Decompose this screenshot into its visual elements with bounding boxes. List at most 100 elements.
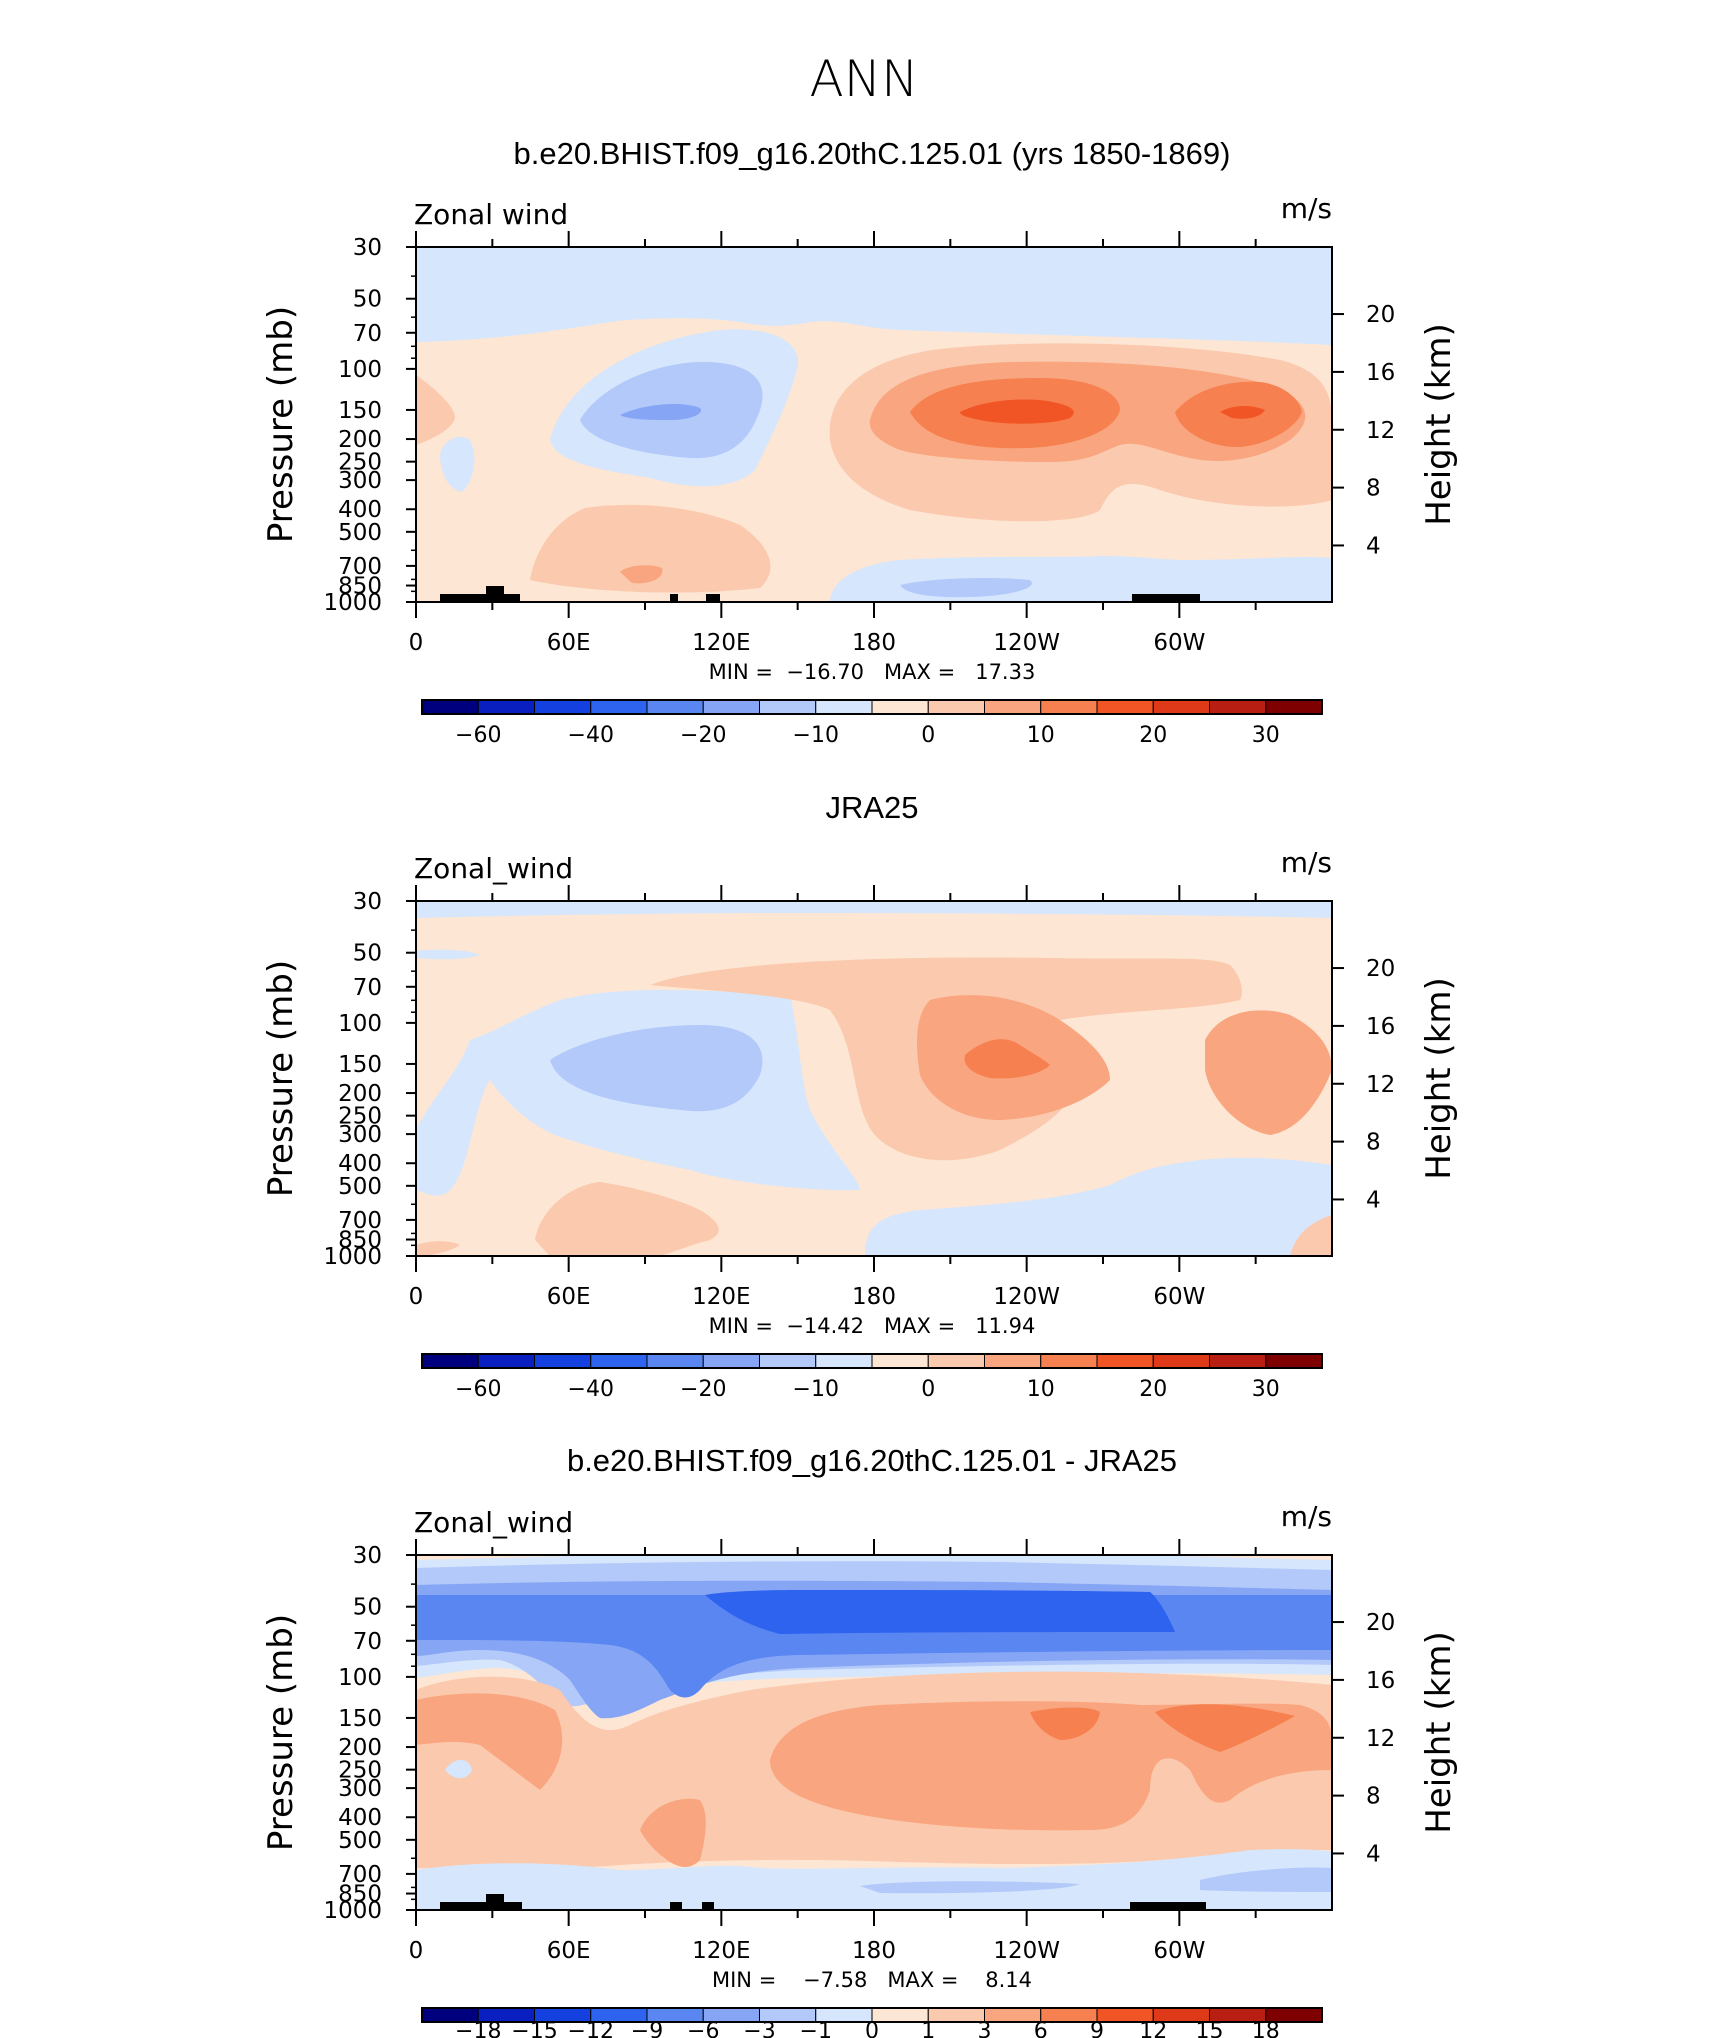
panel-2-west-neg-sliver bbox=[416, 949, 480, 960]
height-tick-label: 8 bbox=[1366, 1784, 1381, 1810]
pressure-tick-label: 250 bbox=[338, 1758, 382, 1784]
colorbar-label: −20 bbox=[680, 1377, 726, 1402]
panel-2-stats: MIN = −14.42 MAX = 11.94 bbox=[709, 1314, 1036, 1338]
panel-3-topography-block bbox=[440, 1902, 522, 1910]
colorbar-swatch bbox=[871, 2007, 929, 2023]
panel-1-pos-jet-core-east bbox=[1220, 406, 1265, 419]
colorbar-label: −6 bbox=[687, 2019, 719, 2038]
lon-tick-label: 60E bbox=[547, 1938, 591, 1964]
lon-tick-label: 60E bbox=[547, 1284, 591, 1310]
pressure-tick-label: 100 bbox=[338, 1665, 382, 1691]
panel-1-west-neg-blob bbox=[440, 436, 475, 492]
pressure-tick-label: 850 bbox=[338, 1228, 382, 1254]
lon-tick-label: 180 bbox=[852, 1938, 896, 1964]
panel-3-topography-block bbox=[702, 1902, 714, 1910]
pressure-tick-label: 700 bbox=[338, 554, 382, 580]
pressure-tick-label: 100 bbox=[338, 357, 382, 383]
panel-3-lower-neg-region bbox=[416, 1849, 1332, 1910]
colorbar-swatch bbox=[871, 1353, 929, 1369]
pressure-tick-label: 200 bbox=[338, 427, 382, 453]
panel-3-topography-block bbox=[1130, 1902, 1206, 1910]
colorbar-swatch bbox=[1209, 1353, 1267, 1369]
colorbar-swatch bbox=[421, 1353, 479, 1369]
lon-tick-label: 120W bbox=[993, 1938, 1060, 1964]
y2-axis-title: Height (km) bbox=[1419, 1631, 1459, 1834]
pressure-tick-label: 200 bbox=[338, 1735, 382, 1761]
colorbar-label: −40 bbox=[568, 1377, 614, 1402]
colorbar-label: 0 bbox=[921, 723, 935, 748]
colorbar-swatch bbox=[477, 1353, 535, 1369]
colorbar-swatch bbox=[927, 699, 985, 715]
pressure-tick-label: 700 bbox=[338, 1862, 382, 1888]
lon-tick-label: 180 bbox=[852, 630, 896, 656]
panel-3-contour-field bbox=[416, 1555, 1332, 1910]
colorbar-swatch bbox=[984, 1353, 1042, 1369]
panel-1-contour-field bbox=[416, 247, 1332, 602]
pressure-tick-label: 50 bbox=[353, 941, 382, 967]
panel-2-neg-region-core bbox=[550, 1025, 763, 1112]
colorbar-swatch bbox=[590, 1353, 648, 1369]
colorbar-label: 9 bbox=[1090, 2019, 1104, 2038]
pressure-tick-label: 30 bbox=[353, 235, 382, 261]
panel-1-topography-block bbox=[1132, 594, 1200, 602]
colorbar-swatch bbox=[646, 699, 704, 715]
panel-2-title: JRA25 bbox=[825, 790, 918, 825]
pressure-tick-label: 300 bbox=[338, 1122, 382, 1148]
pressure-tick-label: 850 bbox=[338, 574, 382, 600]
height-tick-label: 12 bbox=[1366, 1072, 1395, 1098]
panel-1-topography bbox=[440, 586, 1200, 602]
pressure-tick-label: 1000 bbox=[323, 590, 382, 616]
panel-2-lower-west-pos bbox=[416, 1241, 460, 1256]
panel-3-west-neg-blob bbox=[445, 1759, 472, 1779]
pressure-tick-label: 70 bbox=[353, 321, 382, 347]
pressure-tick-label: 400 bbox=[338, 497, 382, 523]
panel-3: b.e20.BHIST.f09_g16.20thC.125.01 - JRA25… bbox=[261, 1443, 1459, 2038]
colorbar-swatch bbox=[1096, 1353, 1154, 1369]
colorbar-frame bbox=[421, 699, 1323, 715]
pressure-tick-label: 250 bbox=[338, 450, 382, 476]
height-tick-label: 4 bbox=[1366, 1841, 1381, 1867]
colorbar-swatch bbox=[646, 1353, 704, 1369]
panel-1-west-pos-blob bbox=[416, 375, 455, 445]
panel-1-topography-block bbox=[486, 586, 504, 602]
colorbar-label: −9 bbox=[631, 2019, 663, 2038]
height-tick-label: 12 bbox=[1366, 418, 1395, 444]
colorbar-label: −40 bbox=[568, 723, 614, 748]
panel-1-title: b.e20.BHIST.f09_g16.20thC.125.01 (yrs 18… bbox=[514, 136, 1231, 171]
colorbar-swatch bbox=[815, 699, 873, 715]
colorbar-label: −18 bbox=[455, 2019, 501, 2038]
panel-1: b.e20.BHIST.f09_g16.20thC.125.01 (yrs 18… bbox=[261, 136, 1459, 748]
colorbar-swatch bbox=[1265, 1353, 1323, 1369]
panel-3-topography-block bbox=[670, 1902, 682, 1910]
panel-1-topography-block bbox=[440, 594, 520, 602]
colorbar-label: 10 bbox=[1027, 723, 1055, 748]
pressure-tick-label: 300 bbox=[338, 468, 382, 494]
panel-3-upper-neg-core bbox=[705, 1590, 1175, 1634]
colorbar-label: −60 bbox=[455, 1377, 501, 1402]
pressure-tick-label: 100 bbox=[338, 1011, 382, 1037]
pressure-tick-label: 150 bbox=[338, 1052, 382, 1078]
height-tick-label: 8 bbox=[1366, 476, 1381, 502]
panel-3-variable-label: Zonal_wind bbox=[414, 1506, 573, 1539]
lon-tick-label: 0 bbox=[409, 1284, 424, 1310]
colorbar-label: 30 bbox=[1252, 723, 1280, 748]
pressure-tick-label: 200 bbox=[338, 1081, 382, 1107]
panel-1-lower-pos-region bbox=[530, 504, 771, 593]
colorbar-swatch bbox=[421, 699, 479, 715]
pressure-tick-label: 1000 bbox=[323, 1898, 382, 1924]
panel-1-stratosphere-band bbox=[416, 247, 1332, 345]
panel-1-variable-label: Zonal wind bbox=[414, 198, 568, 231]
y-axis-title: Pressure (mb) bbox=[261, 960, 301, 1197]
panel-1-lower-neg-region bbox=[830, 556, 1332, 602]
colorbar-label: 20 bbox=[1139, 723, 1167, 748]
colorbar-label: −20 bbox=[680, 723, 726, 748]
pressure-tick-label: 30 bbox=[353, 889, 382, 915]
colorbar-swatch bbox=[1152, 699, 1210, 715]
height-tick-label: 4 bbox=[1366, 533, 1381, 559]
colorbar-swatch bbox=[702, 1353, 760, 1369]
pressure-tick-label: 500 bbox=[338, 1174, 382, 1200]
colorbar-label: 6 bbox=[1034, 2019, 1048, 2038]
lon-tick-label: 120E bbox=[692, 630, 750, 656]
pressure-tick-label: 400 bbox=[338, 1151, 382, 1177]
panel-1-neg-jet-core bbox=[620, 404, 701, 420]
